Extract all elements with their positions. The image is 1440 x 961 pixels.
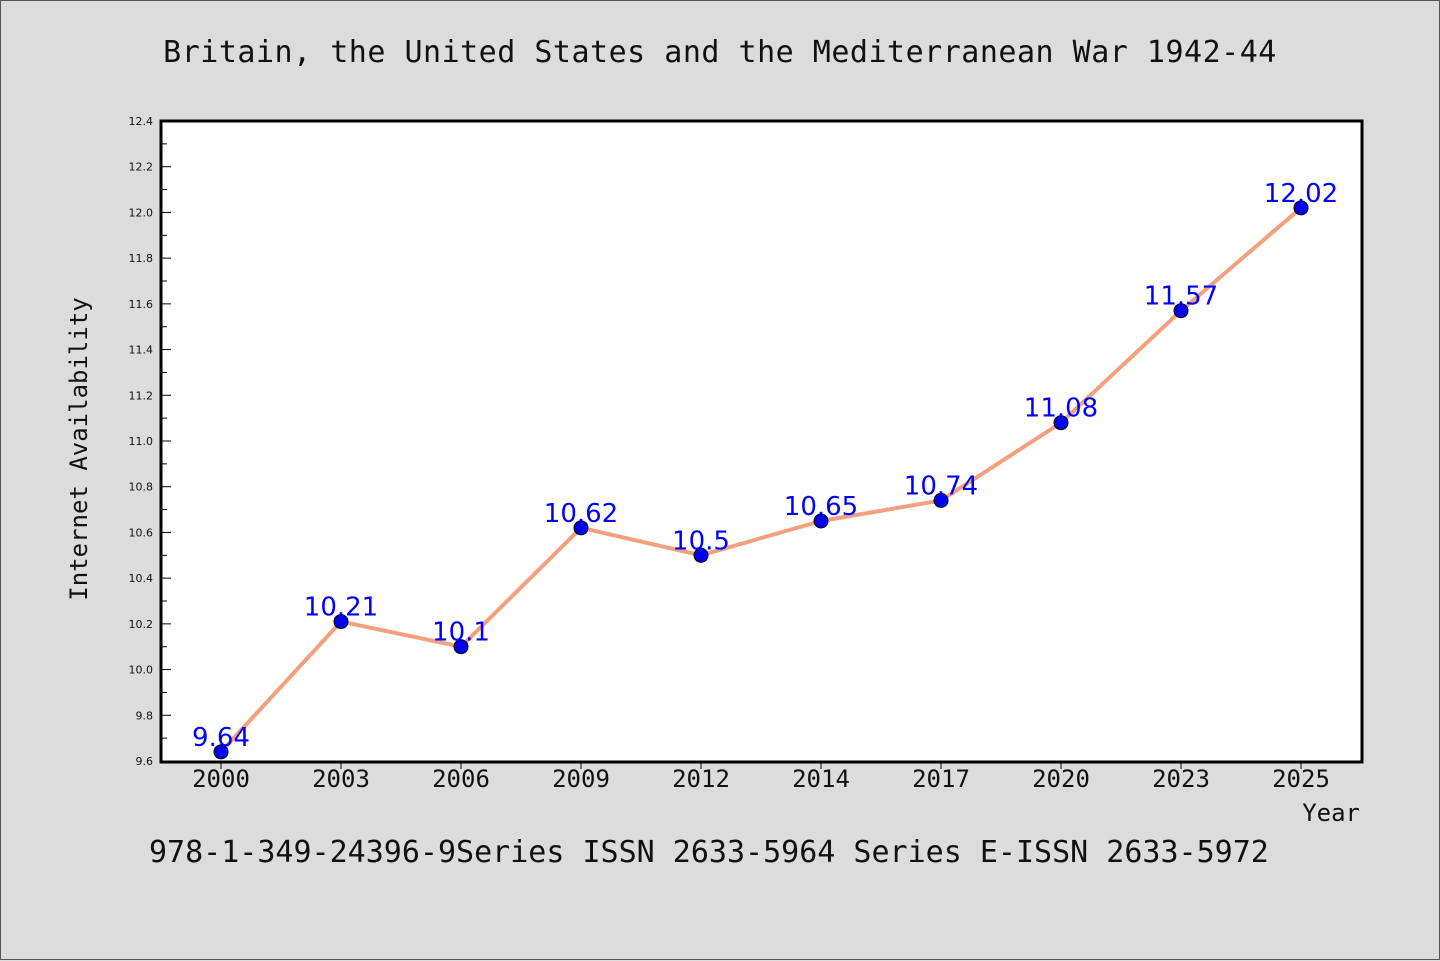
x-tick-label: 2009 — [552, 765, 610, 793]
y-axis-label: Internet Availability — [65, 297, 93, 600]
data-label: 12.02 — [1264, 179, 1338, 209]
y-tick-label: 10.4 — [129, 572, 154, 585]
data-label-group: 9.64 10.21 10.1 10.62 10.5 10.65 10.74 11.08 11.… — [192, 179, 1338, 753]
marker-group — [213, 200, 1309, 760]
data-label: 11.08 — [1024, 394, 1098, 424]
x-axis-label: Year — [1302, 799, 1360, 827]
y-tick-label: 11.0 — [129, 435, 154, 448]
data-point — [453, 639, 469, 655]
data-point — [813, 513, 829, 529]
x-tick-label: 2012 — [672, 765, 730, 793]
data-label: 10.21 — [304, 593, 378, 623]
x-tick-label: 2025 — [1272, 765, 1330, 793]
data-label: 10.5 — [672, 526, 730, 556]
y-tick-label: 10.0 — [129, 664, 154, 677]
series-line-group — [219, 206, 1303, 754]
y-tick-label: 12.0 — [129, 206, 154, 219]
y-tick-label: 11.2 — [129, 389, 154, 402]
y-tick-label: 12.4 — [129, 115, 154, 128]
data-point — [213, 744, 229, 760]
y-tick-label: 11.8 — [129, 252, 154, 265]
plot-area — [159, 119, 1364, 764]
data-label: 10.65 — [784, 492, 858, 522]
data-point — [933, 492, 949, 508]
y-tick-label: 10.2 — [129, 618, 154, 631]
y-tick-label: 12.2 — [129, 161, 154, 174]
data-point — [1053, 415, 1069, 431]
data-point — [1293, 200, 1309, 216]
data-point — [573, 520, 589, 536]
y-tick-label: 9.6 — [136, 755, 154, 768]
x-tick-label: 2023 — [1152, 765, 1210, 793]
chart-title: Britain, the United States and the Medit… — [163, 35, 1277, 70]
x-tick-label: 2006 — [432, 765, 490, 793]
y-tick-label: 9.8 — [136, 709, 154, 722]
x-tick-label: 2017 — [912, 765, 970, 793]
data-label: 10.74 — [904, 471, 978, 501]
series-line — [219, 206, 1303, 754]
footer-isbn-text: 978-1-349-24396-9Series ISSN 2633-5964 S… — [149, 835, 1269, 870]
x-tick-label: 2020 — [1032, 765, 1090, 793]
y-tick-label: 10.6 — [129, 526, 154, 539]
y-tick-label: 11.4 — [129, 344, 154, 357]
data-point — [333, 614, 349, 630]
data-label: 11.57 — [1144, 282, 1218, 312]
data-label: 9.64 — [192, 723, 250, 753]
data-label: 10.62 — [544, 499, 618, 529]
data-point — [693, 547, 709, 563]
y-tick-label: 10.8 — [129, 481, 154, 494]
y-axis: 9.6 9.8 10.0 10.2 10.4 10.6 10.8 11.0 11.2 11.4 11… — [129, 115, 171, 768]
data-point — [1173, 303, 1189, 319]
x-tick-label: 2014 — [792, 765, 850, 793]
x-tick-label: 2003 — [312, 765, 370, 793]
y-tick-label: 11.6 — [129, 298, 154, 311]
data-label: 10.1 — [432, 618, 490, 648]
x-tick-label: 2000 — [192, 765, 250, 793]
x-axis: 2000 2003 2006 2009 2012 2014 2017 2020 2023 2025 — [192, 762, 1330, 793]
